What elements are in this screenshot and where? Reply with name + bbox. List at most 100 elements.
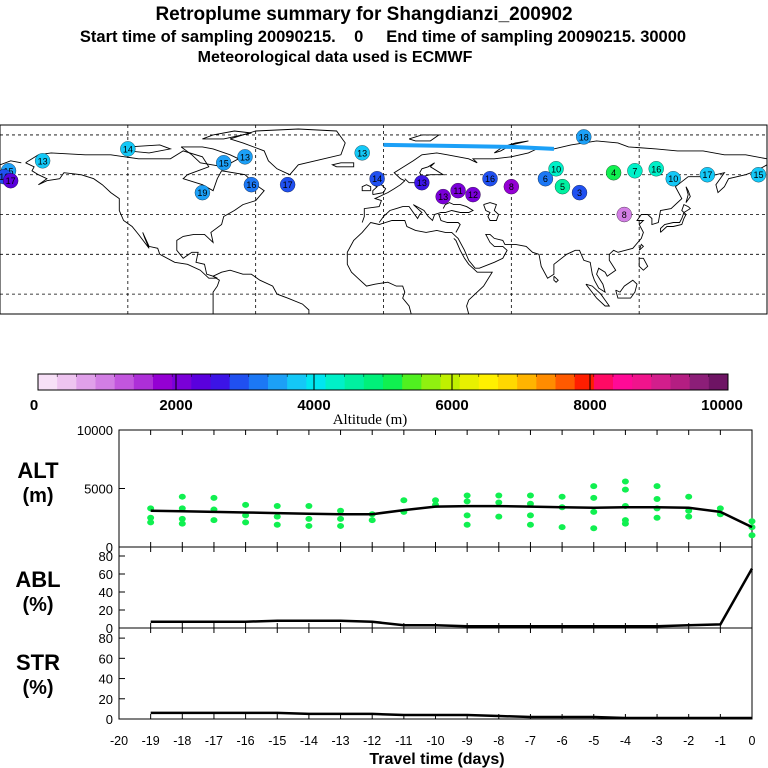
altitude-scatter-point xyxy=(242,501,250,508)
altitude-panel: 0 5000 10000 xyxy=(77,423,756,555)
colorbar-cell xyxy=(708,374,729,390)
alt-panel-unit: (m) xyxy=(22,485,53,507)
map-marker-label: 15 xyxy=(219,158,229,168)
altitude-scatter-point xyxy=(685,513,693,520)
colorbar-cell xyxy=(383,374,403,390)
str-series-line xyxy=(150,711,752,720)
map-marker xyxy=(414,175,430,191)
x-tick-label: -17 xyxy=(205,734,223,748)
coastline-segment xyxy=(378,202,474,223)
altitude-scatter-point xyxy=(337,515,345,522)
map-marker xyxy=(450,183,466,199)
figure-subtitle-times: Start time of sampling 20090215. 0 End t… xyxy=(80,28,686,46)
colorbar-tick-label: 0 xyxy=(30,397,38,414)
map-marker xyxy=(369,171,385,187)
map-marker-label: 16 xyxy=(651,164,661,174)
colorbar-cell xyxy=(153,374,173,390)
altitude-scatter-point xyxy=(526,500,534,507)
x-tick-label: -20 xyxy=(110,734,128,748)
altitude-scatter-point xyxy=(653,496,661,503)
coastline-segment xyxy=(438,214,461,233)
coastline-segment xyxy=(361,184,372,192)
altitude-scatter-point xyxy=(178,520,186,527)
altitude-scatter-point xyxy=(463,512,471,519)
map-marker xyxy=(194,184,211,201)
altitude-scatter-point xyxy=(337,507,345,514)
x-tick-label: -8 xyxy=(493,734,504,748)
altitude-scatter-point xyxy=(590,508,598,515)
map-marker-label: 14 xyxy=(372,174,382,184)
map-marker-label: 4 xyxy=(611,168,616,178)
map-marker-label: 17 xyxy=(283,180,293,190)
figure-subtitle-met: Meteorological data used is ECMWF xyxy=(198,49,473,66)
map-marker-label: 17 xyxy=(6,176,16,186)
colorbar-tick-label: 6000 xyxy=(435,397,468,414)
x-tick-label: -19 xyxy=(142,734,160,748)
colorbar-cell xyxy=(344,374,365,390)
altitude-scatter-point xyxy=(526,492,534,499)
map-marker-label: 10 xyxy=(668,174,678,184)
colorbar-cell xyxy=(248,374,269,390)
map-marker-label: 16 xyxy=(246,180,256,190)
altitude-scatter-point xyxy=(273,521,281,528)
map-marker xyxy=(34,153,51,169)
altitude-scatter-point xyxy=(463,492,471,499)
coastline-segment xyxy=(0,160,22,166)
x-tick-label: -3 xyxy=(651,734,662,748)
coastline-segment xyxy=(660,203,692,233)
colorbar-cell xyxy=(114,374,135,390)
altitude-scatter-point xyxy=(495,513,503,520)
str-panel-label: STR xyxy=(16,650,60,675)
altitude-scatter-point xyxy=(242,519,250,526)
map-marker-label: 15 xyxy=(753,170,763,180)
altitude-scatter-point xyxy=(590,494,598,501)
x-tick-label: -14 xyxy=(300,734,318,748)
colorbar-cell xyxy=(229,374,250,390)
abl-ytick-label: 80 xyxy=(99,549,113,564)
abl-panel: 0 20 40 60 80 xyxy=(99,546,754,636)
map-marker-label: 14 xyxy=(123,144,133,154)
x-tick-label: -4 xyxy=(620,734,631,748)
map-marker xyxy=(537,171,554,187)
colorbar-cell xyxy=(632,374,652,390)
colorbar-tick-label: 8000 xyxy=(573,397,606,414)
coastline-segment xyxy=(685,186,691,203)
altitude-scatter-point xyxy=(463,521,471,528)
altitude-scatter-point xyxy=(305,503,313,510)
altitude-scatter-point xyxy=(368,517,376,524)
map-marker xyxy=(3,173,19,189)
altitude-scatter-point xyxy=(590,525,598,532)
altitude-scatter-point xyxy=(621,478,629,485)
altitude-scatter-point xyxy=(273,503,281,510)
abl-ytick-label: 60 xyxy=(99,567,113,582)
map-marker-label: 5 xyxy=(560,182,565,192)
altitude-scatter-point xyxy=(305,522,313,529)
map-marker-label: 11 xyxy=(453,186,462,196)
altitude-scatter-point xyxy=(495,499,503,506)
map-marker xyxy=(465,186,481,203)
colorbar-cell xyxy=(287,374,307,390)
x-tick-label: -6 xyxy=(557,734,568,748)
map-marker-label: 13 xyxy=(240,152,250,162)
colorbar-cell xyxy=(574,374,595,390)
colorbar-cell xyxy=(402,374,422,390)
altitude-ytick-label: 0 xyxy=(106,540,113,555)
map-marker-label: 10 xyxy=(551,164,561,174)
coastline-segment xyxy=(25,150,265,279)
x-tick-label: -13 xyxy=(332,734,350,748)
map-marker xyxy=(554,179,571,195)
altitude-scatter-point xyxy=(716,505,724,512)
x-tick-label: -9 xyxy=(462,734,473,748)
map-marker-label: 13 xyxy=(357,148,367,158)
map-marker xyxy=(576,129,592,145)
altitude-scatter-point xyxy=(273,513,281,520)
altitude-scatter-point xyxy=(400,497,408,504)
altitude-scatter-point xyxy=(653,514,661,521)
map-marker xyxy=(237,149,253,165)
altitude-scatter-point xyxy=(178,505,186,512)
altitude-scatter-point xyxy=(748,518,756,525)
map-marker xyxy=(571,184,588,201)
x-tick-label: -11 xyxy=(395,734,412,748)
colorbar-cell xyxy=(517,374,537,390)
